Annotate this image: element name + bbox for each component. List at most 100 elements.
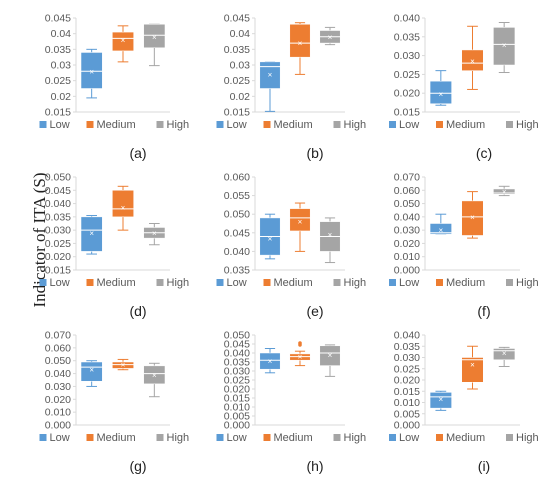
y-tick-label: 0.015 [394, 386, 420, 398]
y-tick-label: 0.040 [394, 211, 420, 223]
y-tick-label: 0.040 [224, 348, 250, 360]
legend-label-low: Low [227, 432, 247, 444]
panel-label: (d) [129, 303, 146, 319]
y-tick-label: 0.015 [224, 107, 250, 119]
mean-marker: × [328, 33, 333, 42]
mean-marker: × [89, 229, 94, 238]
y-tick-label: 0.020 [45, 394, 71, 406]
box-body [80, 52, 103, 89]
y-tick-label: 0.040 [394, 330, 420, 342]
y-tick-label: 0.02 [230, 91, 251, 103]
legend-swatch-medium [263, 434, 271, 441]
legend-label-medium: Medium [97, 432, 136, 444]
box-body [112, 31, 134, 52]
box-low: × [429, 70, 452, 106]
mean-marker: × [121, 36, 126, 45]
box-body [461, 357, 484, 383]
y-tick-label: 0.025 [394, 69, 420, 81]
legend-swatch-low [389, 434, 396, 441]
legend-swatch-high [156, 279, 164, 286]
legend-label-high: High [516, 119, 539, 131]
y-tick-label: 0.025 [224, 375, 250, 387]
y-tick-label: 0.060 [394, 185, 420, 197]
y-tick-label: 0.04 [230, 28, 251, 40]
legend-swatch-medium [263, 121, 271, 128]
legend-label-medium: Medium [274, 432, 313, 444]
legend-label-medium: Medium [97, 277, 136, 289]
y-tick-label: 0.040 [394, 13, 420, 25]
mean-marker: × [328, 351, 333, 360]
mean-marker: × [298, 353, 303, 362]
y-tick-label: 0.015 [45, 265, 71, 277]
box-body [493, 27, 516, 66]
box-body [259, 352, 281, 370]
legend-label-low: Low [399, 119, 419, 131]
box-low: × [259, 213, 281, 260]
y-tick-label: 0.000 [394, 420, 420, 432]
mean-marker: × [328, 231, 333, 240]
box-high: × [143, 362, 166, 398]
legend-swatch-medium [86, 121, 94, 128]
legend-swatch-high [506, 279, 513, 286]
legend-label-medium: Medium [446, 119, 485, 131]
mean-marker: × [502, 188, 507, 197]
legend-label-low: Low [399, 432, 419, 444]
y-tick-label: 0.035 [224, 265, 250, 277]
y-tick-label: 0.030 [394, 50, 420, 62]
y-tick-label: 0.015 [224, 393, 250, 405]
box-low: × [429, 213, 452, 235]
y-tick-label: 0.050 [224, 209, 250, 221]
y-tick-label: 0.050 [45, 355, 71, 367]
box-high: × [319, 344, 341, 377]
box-body [80, 216, 103, 252]
legend-swatch-medium [436, 121, 443, 128]
legend-label-low: Low [399, 277, 419, 289]
panel-e: 0.035 0.040 0.045 0.050 0.055 0.060 × × × Low Medi… [216, 172, 366, 319]
y-tick-label: 0.035 [45, 44, 71, 56]
y-tick-label: 0.045 [224, 13, 250, 25]
legend-swatch-low [39, 121, 47, 128]
y-tick-label: 0.030 [45, 225, 71, 237]
box-body [112, 190, 134, 218]
y-tick-label: 0.015 [394, 107, 420, 119]
legend-swatch-high [506, 434, 513, 441]
legend-swatch-low [389, 279, 396, 286]
box-high: × [493, 185, 516, 197]
y-tick-label: 0.045 [45, 13, 71, 25]
outlier-point [298, 341, 302, 345]
mean-marker: × [121, 361, 126, 370]
legend-swatch-medium [86, 279, 94, 286]
box-body [461, 49, 484, 71]
y-tick-label: 0.025 [224, 75, 250, 87]
panel-label: (e) [306, 303, 323, 319]
mean-marker: × [268, 70, 273, 79]
mean-marker: × [121, 204, 126, 213]
y-tick-label: 0.050 [224, 330, 250, 342]
y-tick-label: 0.035 [45, 211, 71, 223]
legend-label-high: High [344, 119, 367, 131]
box-body [143, 24, 166, 49]
legend-label-high: High [167, 119, 190, 131]
box-medium: × [461, 25, 484, 90]
legend-swatch-medium [86, 434, 94, 441]
y-tick-label: 0.010 [394, 251, 420, 263]
y-tick-label: 0.050 [394, 198, 420, 210]
y-tick-label: 0.045 [224, 339, 250, 351]
y-tick-label: 0.04 [51, 28, 72, 40]
legend-swatch-low [389, 121, 396, 128]
box-low: × [80, 215, 103, 255]
mean-marker: × [298, 218, 303, 227]
y-tick-label: 0.015 [45, 107, 71, 119]
y-tick-label: 0.02 [51, 91, 72, 103]
mean-marker: × [152, 371, 157, 380]
y-tick-label: 0.000 [224, 420, 250, 432]
y-tick-label: 0.010 [224, 402, 250, 414]
y-tick-label: 0.070 [45, 330, 71, 342]
legend-label-high: High [516, 432, 539, 444]
legend-swatch-low [216, 279, 224, 286]
legend-label-low: Low [50, 432, 70, 444]
mean-marker: × [152, 33, 157, 42]
panel-label: (c) [476, 145, 492, 161]
